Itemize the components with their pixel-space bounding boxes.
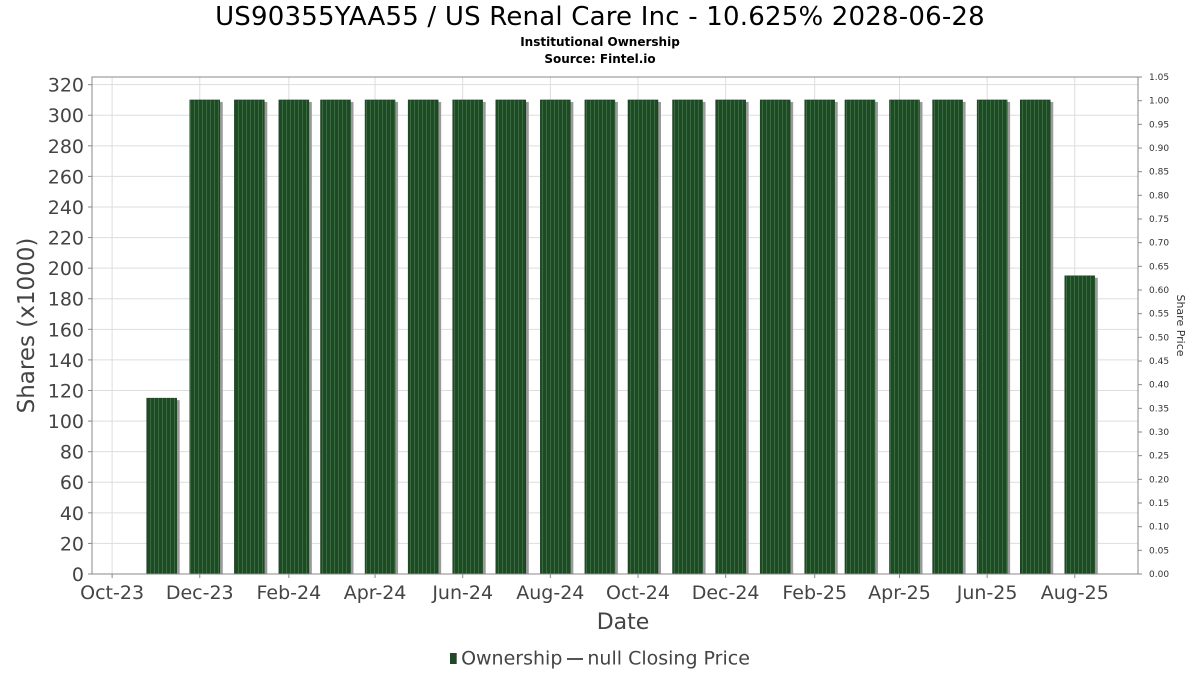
y2-tick-label: 0.10 — [1149, 523, 1169, 533]
y2-tick-label: 0.55 — [1149, 310, 1169, 320]
ownership-bar — [584, 99, 616, 575]
y2-tick-label: 0.80 — [1149, 191, 1169, 201]
x-tick-label: Jun-25 — [956, 582, 1018, 604]
y-tick-label: 180 — [48, 289, 84, 311]
ownership-bar — [1019, 99, 1051, 575]
y2-tick-label: 0.45 — [1149, 357, 1169, 367]
y2-tick-label: 0.85 — [1149, 168, 1169, 178]
x-tick-label: Dec-24 — [692, 582, 760, 604]
y-tick-label: 100 — [48, 411, 84, 433]
ownership-bar — [844, 99, 876, 575]
legend-ownership-swatch — [450, 653, 458, 664]
y2-tick-label: 0.20 — [1149, 475, 1169, 485]
y-tick-label: 40 — [60, 503, 84, 525]
y2-tick-label: 0.35 — [1149, 404, 1169, 414]
y-tick-label: 240 — [48, 197, 84, 219]
ownership-bar — [278, 99, 310, 575]
ownership-bar — [932, 99, 963, 575]
x-tick-label: Oct-24 — [606, 582, 670, 604]
ownership-bar — [189, 99, 221, 575]
y-tick-label: 120 — [48, 380, 84, 402]
x-axis-label: Date — [597, 610, 650, 635]
ownership-bar — [759, 99, 791, 575]
ownership-bar — [364, 99, 396, 575]
x-tick-label: Apr-25 — [868, 582, 931, 604]
plot-frame — [91, 76, 1139, 575]
y-tick-label: 260 — [48, 166, 84, 188]
ownership-bar — [627, 99, 659, 575]
legend-ownership-label: Ownership — [461, 647, 563, 670]
y2-tick-label: 0.40 — [1149, 381, 1169, 391]
y2-tick-label: 0.75 — [1149, 215, 1169, 225]
y-tick-label: 220 — [48, 228, 84, 250]
legend-price-line — [567, 657, 584, 660]
y2-tick-label: 0.90 — [1149, 144, 1169, 154]
y-axis-label: Shares (x1000) — [14, 238, 40, 414]
x-tick-label: Feb-25 — [782, 582, 847, 604]
y-tick-label: 20 — [60, 533, 84, 555]
ownership-bar — [540, 99, 571, 575]
ownership-bar — [495, 99, 527, 575]
legend-price-label: null Closing Price — [587, 647, 750, 670]
y2-tick-label: 0.25 — [1149, 452, 1169, 462]
x-tick-label: Aug-24 — [516, 582, 584, 604]
ownership-bar — [672, 99, 703, 575]
x-tick-label: Aug-25 — [1041, 582, 1109, 604]
ownership-bar — [320, 99, 351, 575]
ownership-bar — [804, 99, 835, 575]
ownership-bar — [234, 99, 265, 575]
y-tick-label: 320 — [48, 75, 84, 97]
y2-tick-label: 0.65 — [1149, 262, 1169, 272]
y2-tick-label: 0.00 — [1149, 570, 1169, 580]
x-tick-label: Apr-24 — [344, 582, 407, 604]
ownership-bar — [407, 99, 439, 575]
y2-tick-label: 0.05 — [1149, 546, 1169, 556]
y-tick-label: 280 — [48, 136, 84, 158]
ownership-bar — [715, 99, 746, 575]
y2-tick-label: 0.50 — [1149, 333, 1169, 343]
ownership-bar — [976, 99, 1008, 575]
y2-tick-label: 0.60 — [1149, 286, 1169, 296]
x-tick-label: Jun-24 — [431, 582, 493, 604]
y-tick-label: 160 — [48, 319, 84, 341]
chart-title: US90355YAA55 / US Renal Care Inc - 10.62… — [215, 2, 985, 32]
y-tick-label: 80 — [60, 442, 84, 464]
y-tick-label: 60 — [60, 472, 84, 494]
ownership-bar — [452, 99, 483, 575]
x-tick-label: Feb-24 — [256, 582, 321, 604]
x-tick-label: Dec-23 — [166, 582, 234, 604]
x-tick-label: Oct-23 — [80, 582, 144, 604]
y2-tick-label: 0.15 — [1149, 499, 1169, 509]
y2-tick-label: 0.95 — [1149, 120, 1169, 130]
y-tick-label: 140 — [48, 350, 84, 372]
y2-tick-label: 1.00 — [1149, 97, 1169, 107]
y-tick-label: 300 — [48, 105, 84, 127]
y2-tick-label: 0.30 — [1149, 428, 1169, 438]
y-tick-label: 0 — [72, 564, 84, 586]
ownership-bar — [146, 397, 177, 575]
y2-axis-label: Share Price — [1174, 294, 1187, 356]
y-tick-label: 200 — [48, 258, 84, 280]
ownership-bar — [1064, 275, 1096, 575]
y2-tick-label: 1.05 — [1149, 73, 1169, 83]
chart-source: Source: Fintel.io — [544, 52, 656, 66]
ownership-bar — [889, 99, 920, 575]
y2-tick-label: 0.70 — [1149, 239, 1169, 249]
chart-legend: Ownership null Closing Price — [0, 647, 1200, 670]
chart-subtitle: Institutional Ownership — [520, 35, 680, 49]
